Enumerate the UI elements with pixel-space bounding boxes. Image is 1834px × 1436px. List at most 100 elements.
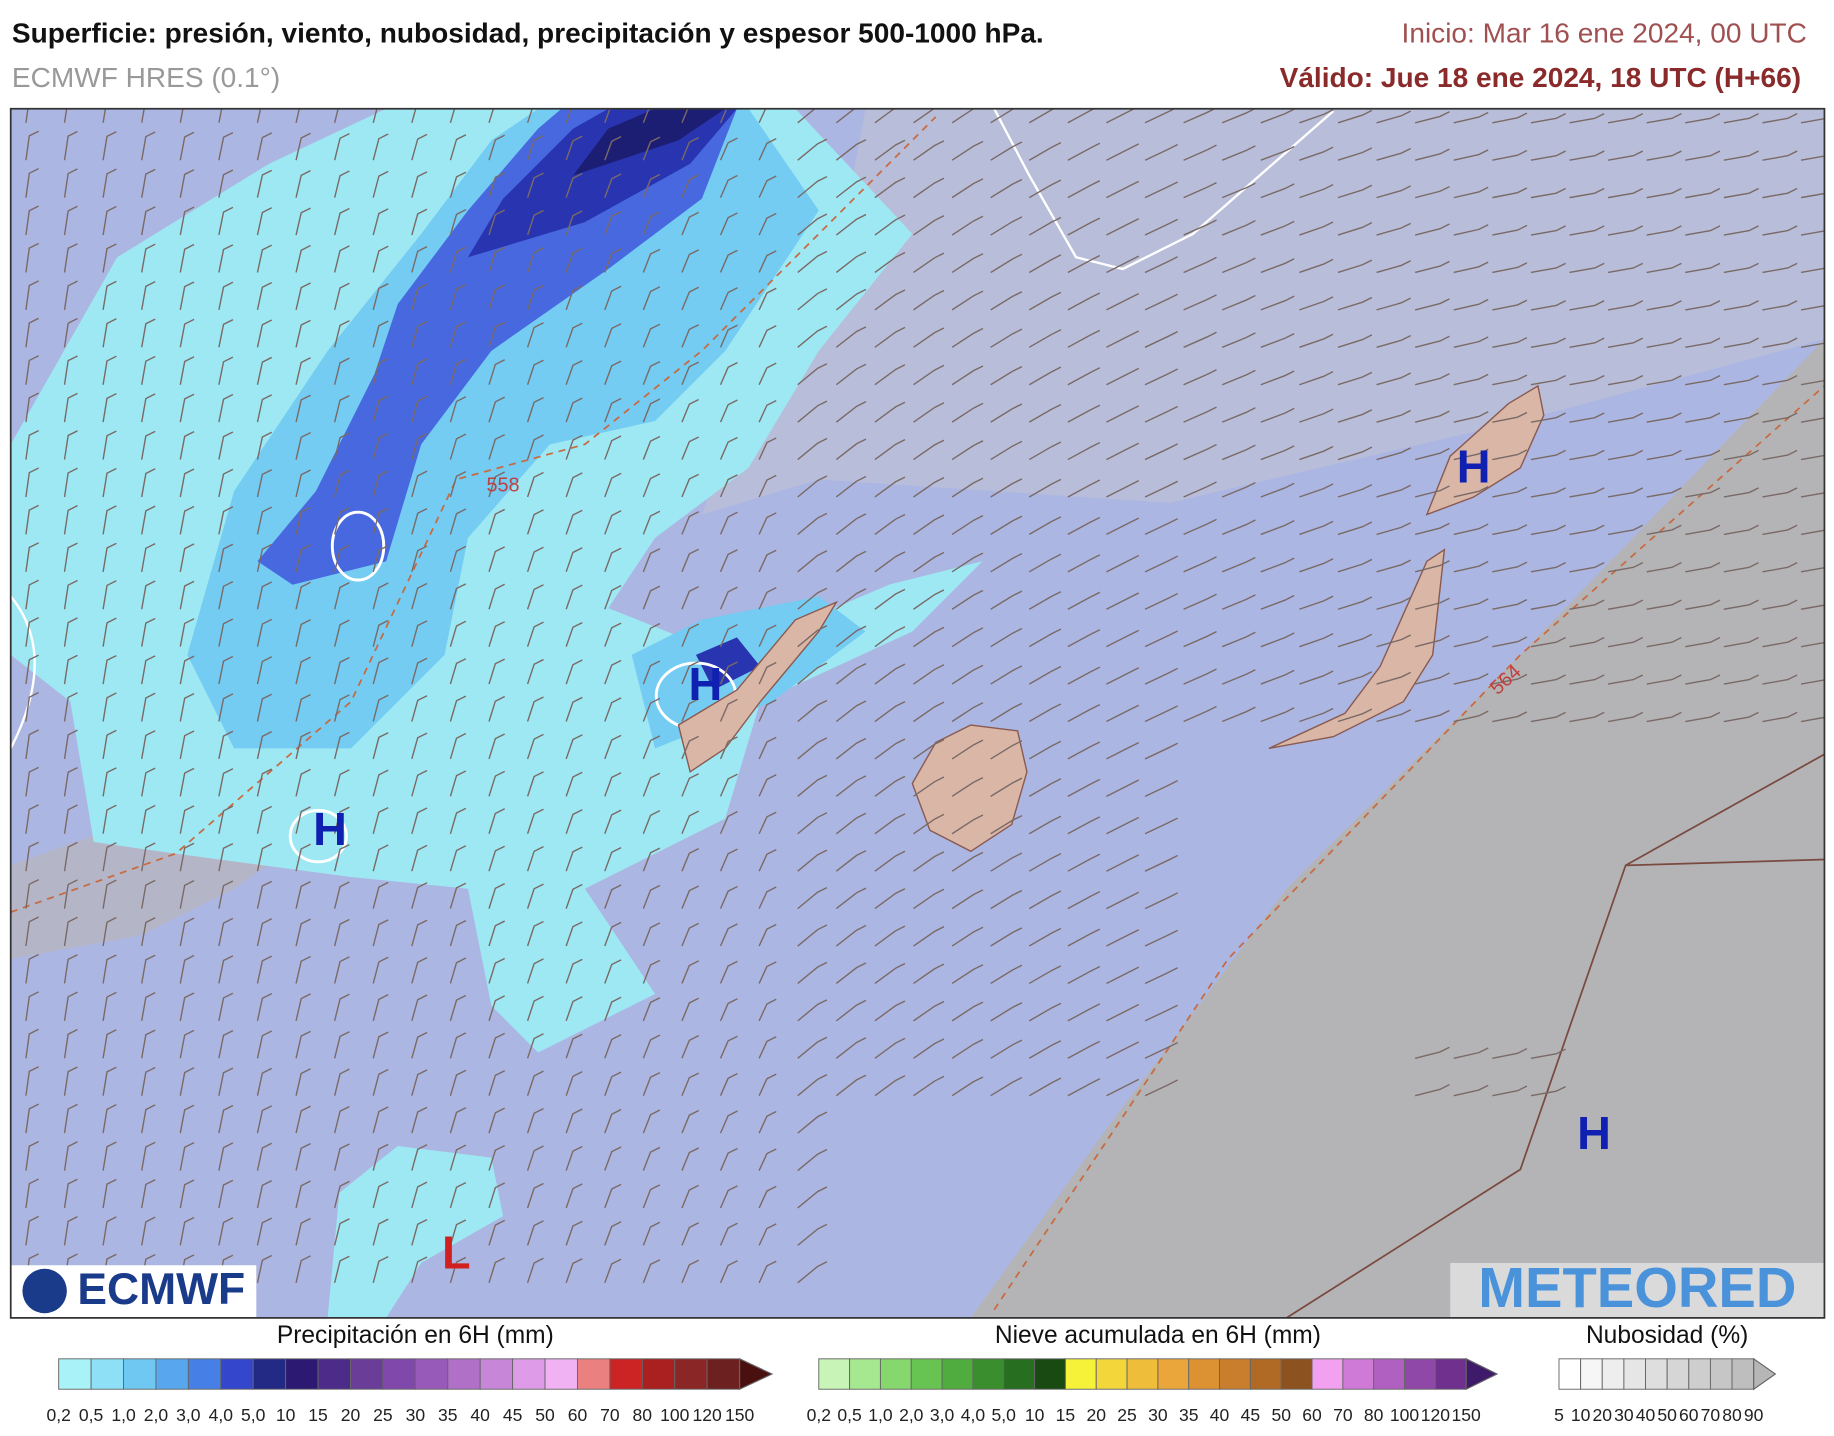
wind-barb [565, 1033, 583, 1059]
wind-barb [1260, 632, 1295, 648]
wind-barb [179, 880, 195, 909]
wind-barb [179, 1029, 195, 1059]
wind-barb [1183, 556, 1217, 573]
wind-barb [1530, 412, 1566, 423]
wind-barb [1762, 711, 1798, 723]
wind-barb [874, 738, 906, 760]
wind-barb [526, 920, 544, 947]
wind-barb [1492, 187, 1528, 199]
wind-barb [1067, 853, 1101, 872]
wind-barb [1144, 1079, 1178, 1097]
wind-barb [604, 210, 622, 236]
wind-barb [372, 769, 389, 797]
wind-barb [295, 656, 311, 685]
wind-barb [681, 511, 700, 535]
wind-barb [1144, 368, 1178, 386]
legend-swatch [1003, 1358, 1036, 1390]
wind-barb [102, 1141, 117, 1171]
wind-barb [295, 993, 311, 1022]
wind-barb [1067, 928, 1101, 947]
wind-barb [1723, 562, 1759, 573]
wind-barb [256, 244, 273, 273]
wind-barb [1762, 187, 1798, 199]
wind-barb [758, 175, 777, 198]
wind-barb [411, 695, 428, 722]
wind-barb [1530, 113, 1566, 124]
wind-barb [604, 959, 622, 984]
legend-swatch [447, 1358, 481, 1390]
wind-barb [758, 108, 767, 124]
wind-barb [1762, 300, 1798, 311]
wind-barb [526, 209, 544, 236]
wind-barb [1685, 374, 1721, 386]
wind-barb [1183, 705, 1217, 723]
wind-barb [1800, 155, 1825, 161]
wind-barb [1569, 300, 1605, 311]
wind-barb [141, 393, 156, 423]
wind-barb [797, 1186, 828, 1209]
wind-barb [526, 247, 544, 273]
wind-barb [1299, 632, 1334, 648]
pressure-center: H [1457, 440, 1491, 492]
legend-title: Precipitación en 6H (mm) [277, 1322, 554, 1349]
wind-barb [758, 399, 777, 423]
wind-barb [1376, 447, 1411, 461]
wind-barb [333, 320, 350, 348]
wind-barb [681, 735, 700, 760]
legend-swatch [576, 1358, 611, 1390]
wind-barb [604, 1183, 622, 1209]
wind-barb [642, 1146, 661, 1171]
wind-barb [333, 843, 350, 872]
wind-barb [218, 468, 234, 498]
wind-barb [565, 135, 583, 161]
wind-barb [1762, 262, 1798, 274]
legend-swatch [544, 1358, 578, 1390]
wind-barb [25, 280, 39, 310]
wind-barb [1569, 225, 1605, 236]
wind-barb [1067, 741, 1101, 760]
wind-barb [295, 319, 311, 348]
wind-barb [1376, 110, 1411, 124]
wind-barb [758, 1223, 777, 1246]
wind-barb [874, 513, 906, 535]
wind-barb [1144, 742, 1178, 760]
wind-barb [719, 511, 738, 535]
wind-barb [63, 879, 78, 909]
wind-barb [1028, 778, 1062, 797]
wind-barb [913, 776, 945, 797]
wind-barb [63, 991, 78, 1021]
wind-barb [565, 434, 583, 460]
wind-barb [1144, 555, 1178, 573]
wind-barb [1607, 337, 1644, 348]
cloud-area [970, 339, 1825, 1318]
wind-barb [719, 960, 738, 984]
wind-barb [642, 735, 661, 760]
wind-barb [1106, 442, 1140, 461]
wind-barb [333, 1068, 350, 1096]
wind-barb [797, 175, 828, 199]
wind-barb [1685, 524, 1721, 536]
wind-barb [1607, 187, 1644, 199]
wind-barb [1453, 673, 1489, 685]
wind-barb [1723, 674, 1759, 685]
wind-barb [913, 551, 945, 573]
wind-barb [449, 1219, 467, 1246]
wind-barb [913, 963, 945, 985]
wind-barb [1530, 262, 1566, 274]
wind-barb [372, 170, 389, 198]
wind-barb [913, 1000, 945, 1022]
wind-barb [1260, 145, 1295, 161]
legend-swatch [512, 1358, 546, 1390]
wind-barb [1106, 966, 1140, 985]
wind-barb [758, 250, 777, 273]
wind-barb [63, 1178, 78, 1209]
wind-barb [526, 958, 544, 984]
wind-barb [681, 773, 700, 797]
wind-barb [141, 430, 156, 460]
wind-barb [951, 440, 984, 461]
wind-barb [604, 323, 622, 348]
wind-barb [719, 362, 738, 386]
legend-label: 90 [1744, 1405, 1764, 1425]
wind-barb [411, 844, 428, 872]
wind-barb [797, 437, 828, 461]
